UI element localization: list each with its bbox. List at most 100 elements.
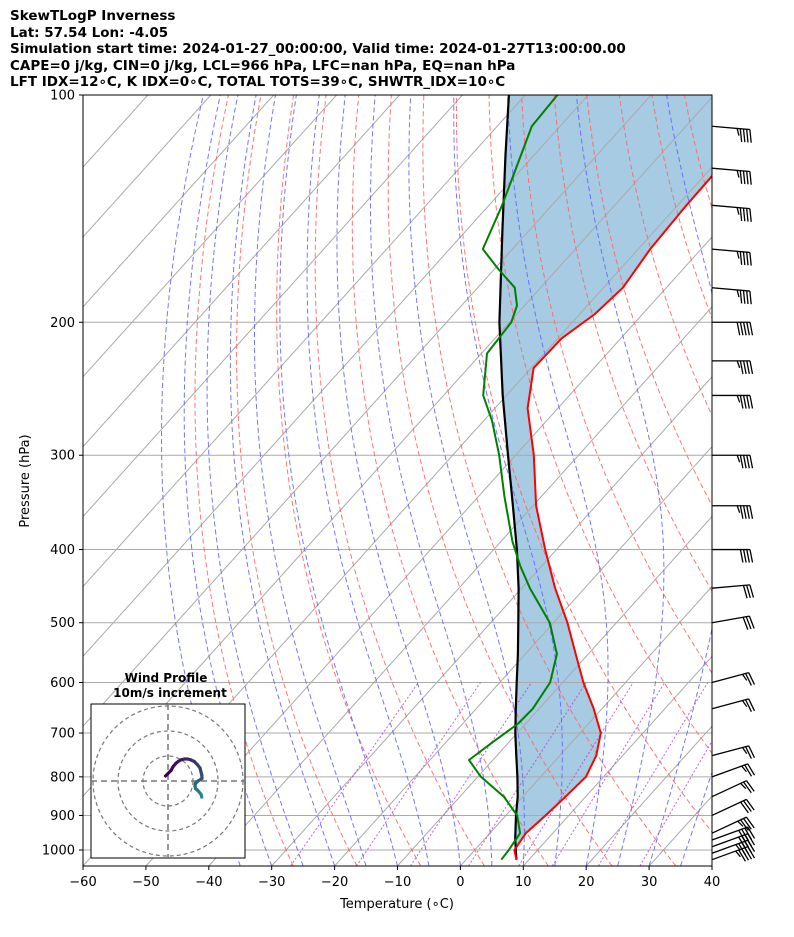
dry-adiabat (750, 95, 794, 866)
wind-barb-feather (746, 208, 749, 222)
dry-adiabat (586, 95, 712, 507)
moist-adiabat (648, 95, 712, 866)
hodograph-inset: Wind Profile 10m/s increment (90, 671, 246, 859)
wind-barb-feather (736, 505, 741, 513)
moist-adiabat (576, 95, 665, 866)
wind-barb-feather (742, 617, 749, 630)
isotherm-line (83, 95, 526, 588)
isotherm-line (83, 95, 337, 378)
wind-barb (711, 816, 755, 834)
wind-barb-feather (736, 128, 740, 136)
wind-barb-feather (741, 828, 750, 841)
wind-barb-feather (741, 747, 748, 754)
hodograph-trace (163, 768, 173, 778)
mixing-ratio-line (597, 682, 709, 866)
wind-barb-feather (748, 745, 756, 759)
wind-barb (711, 780, 755, 798)
wind-barb-feather (742, 585, 748, 599)
dry-adiabat (717, 95, 794, 866)
isotherm-line (145, 236, 712, 866)
wind-barb (711, 584, 755, 599)
wind-barb-feather (736, 207, 740, 215)
wind-barb-feather (746, 584, 751, 599)
dry-adiabat (455, 95, 712, 833)
wind-barb-feather (748, 615, 755, 629)
isotherm-line (585, 725, 712, 866)
wind-barb (711, 826, 756, 842)
wind-barb-feather (748, 672, 756, 685)
wind-barb-feather (737, 820, 744, 827)
wind-barb-feather (745, 699, 752, 712)
wind-barb-staff (711, 248, 750, 254)
wind-barb (711, 798, 755, 817)
wind-barb-feather (738, 836, 747, 849)
wind-barb-feather (743, 800, 752, 812)
wind-barb-feather (739, 395, 744, 409)
x-tick-label: −20 (321, 875, 348, 890)
y-tick-label: 600 (50, 676, 75, 691)
y-tick-label: 300 (50, 449, 75, 464)
wind-barb-feather (749, 208, 752, 222)
wind-barb-feather (742, 395, 747, 409)
isotherm-line (83, 95, 212, 238)
stability-indices-1: CAPE=0 j/kg, CIN=0 j/kg, LCL=966 hPa, LF… (10, 57, 516, 74)
wind-barb-feather (736, 322, 741, 336)
wind-barb-feather (735, 850, 741, 858)
hodograph-title: Wind Profile (125, 671, 208, 685)
wind-barb (711, 204, 752, 222)
wind-barb-feather (745, 746, 752, 759)
x-axis-label: Temperature (∘C) (339, 897, 454, 912)
wind-barb-feather (745, 780, 755, 792)
parcel-profile-line (498, 95, 520, 860)
wind-barb-feather (736, 251, 740, 259)
y-tick-label: 400 (50, 543, 75, 558)
wind-barb-feather (745, 816, 755, 829)
wind-barb-feather (746, 322, 750, 336)
wind-barb-feather (738, 843, 747, 856)
x-tick-label: 20 (578, 875, 595, 890)
wind-barb-feather (747, 763, 756, 776)
wind-barb-feather (749, 171, 752, 185)
wind-barb-feather (749, 290, 752, 305)
wind-barb (711, 672, 756, 686)
wind-barb-staff (711, 204, 750, 210)
isotherm-line (334, 445, 712, 866)
pressure-gridlines (83, 321, 712, 851)
x-tick-label: 0 (456, 875, 464, 890)
moist-adiabat (229, 95, 336, 866)
wind-barb (711, 763, 756, 778)
wind-barb-feather (746, 129, 749, 143)
dry-adiabat (276, 95, 422, 866)
wind-barb-feather (739, 170, 743, 184)
moist-adiabat (507, 95, 609, 866)
wind-barb-feather (739, 322, 744, 336)
wind-barb (711, 167, 752, 185)
x-tick-label: −40 (195, 875, 222, 890)
mixing-ratio-line (355, 682, 481, 866)
y-tick-label: 800 (50, 770, 75, 785)
mixing-ratio-line (409, 682, 532, 866)
wind-barb-feather (744, 764, 753, 777)
y-tick-label: 100 (50, 89, 75, 104)
wind-barb-feather (746, 171, 749, 185)
wind-barb-feather (746, 455, 750, 469)
wind-barb (711, 745, 756, 759)
wind-barb (712, 454, 754, 469)
hodograph-ring (117, 730, 219, 832)
wind-barb-feather (749, 455, 754, 469)
moist-adiabat (254, 95, 367, 866)
stability-indices-2: LFT IDX=12∘C, K IDX=0∘C, TOTAL TOTS=39∘C… (10, 74, 506, 91)
wind-barb-staff (711, 125, 750, 131)
wind-barb-feather (739, 128, 743, 142)
moist-adiabat (306, 95, 430, 866)
moist-adiabat (183, 95, 273, 866)
wind-barb-feather (742, 549, 747, 563)
wind-barb-staff (711, 763, 748, 778)
wind-barb-feather (742, 360, 747, 375)
isotherm-line (271, 376, 712, 866)
mixing-ratio-line (518, 682, 634, 866)
wind-barb (712, 505, 754, 519)
isotherm-line (711, 865, 712, 866)
wind-barb-feather (739, 455, 744, 469)
x-tick-label: −10 (384, 875, 411, 890)
